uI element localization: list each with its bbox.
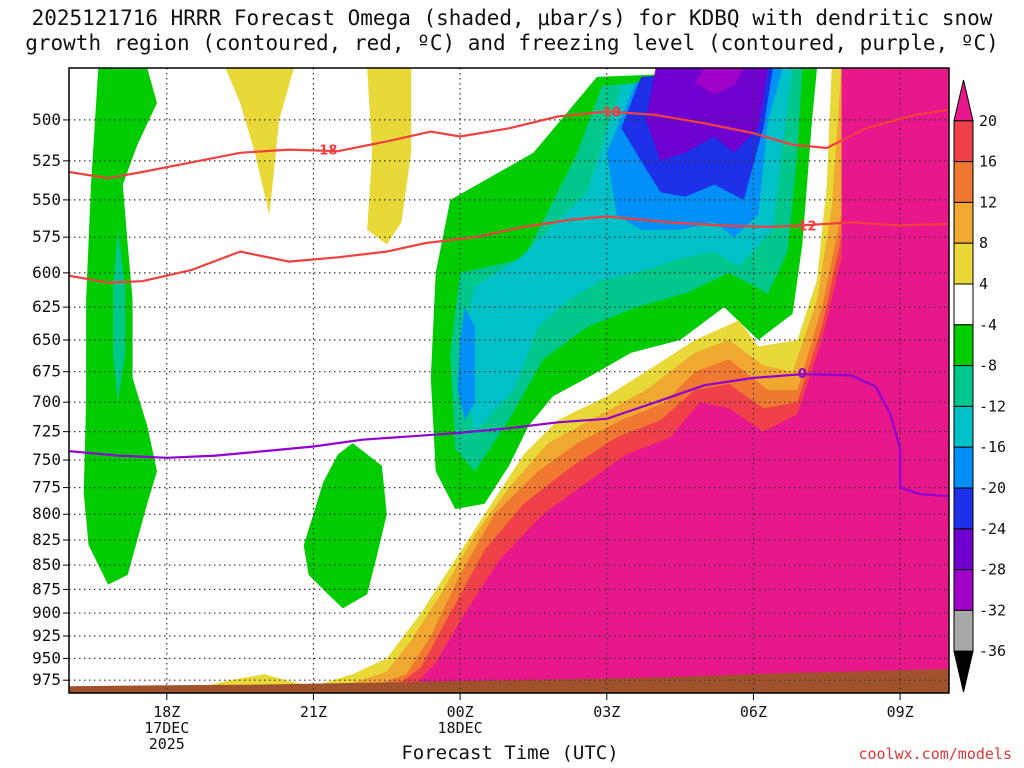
colorbar-bin-purple [953, 528, 974, 571]
contour-label: -18 [314, 144, 338, 159]
colorbar-bin-seagreen [953, 365, 974, 407]
colorbar-bin-violet [953, 569, 974, 611]
colorbar-bin-black [953, 650, 974, 693]
colorbar-bin-lightblue [953, 446, 974, 489]
y-tick-label: 800 [32, 504, 61, 523]
temperature-contours [69, 108, 949, 498]
contour-dendritic-top [69, 108, 949, 180]
y-tick-label: 700 [32, 392, 61, 411]
y-tick-label: 525 [32, 151, 61, 170]
chart-title: 2025121716 HRRR Forecast Omega (shaded, … [0, 6, 1024, 56]
colorbar-bin-red [953, 120, 974, 163]
contour-labels: -18 -18 -12 0 [314, 105, 817, 381]
y-tick-label: 675 [32, 362, 61, 381]
region-warm-pink [411, 258, 842, 693]
colorbar-label: -4 [979, 316, 997, 334]
x-tick-label: 17DEC [144, 719, 189, 737]
colorbar-bin-lightorange [953, 201, 974, 244]
y-tick-label: 925 [32, 626, 61, 645]
y-tick-label: 950 [32, 648, 61, 667]
colorbar-label: -28 [979, 561, 1006, 579]
colorbar-label: -12 [979, 397, 1006, 415]
title-line-2: growth region (contoured, red, ºC) and f… [25, 31, 999, 55]
contour-label: -18 [597, 105, 621, 120]
region-mid-green-blob [303, 443, 387, 609]
colorbar-bin-orange [953, 161, 974, 203]
colorbar-label: -20 [979, 479, 1006, 497]
y-tick-label: 875 [32, 579, 61, 598]
colorbar-label: -8 [979, 357, 997, 375]
y-tick-label: 725 [32, 422, 61, 441]
y-axis: 500 525 550 575 600 625 650 675 700 725 750 775 800 8… [32, 110, 69, 689]
title-line-1: 2025121716 HRRR Forecast Omega (shaded, … [31, 6, 993, 30]
colorbar-label: -24 [979, 520, 1006, 538]
colorbar-label: 8 [979, 234, 988, 252]
x-tick-label: 21Z [300, 703, 327, 721]
colorbar-label: 4 [979, 275, 988, 293]
y-tick-label: 975 [32, 670, 61, 689]
region-purple-core [645, 68, 769, 161]
contour-freezing-level [69, 373, 949, 498]
y-tick-label: 775 [32, 478, 61, 497]
region-left-seagreen-small [113, 229, 126, 403]
y-tick-label: 900 [32, 603, 61, 622]
y-tick-label: 550 [32, 190, 61, 209]
contour-dendritic-bottom [69, 215, 949, 284]
colorbar-label: 20 [979, 112, 997, 130]
y-tick-label: 600 [32, 263, 61, 282]
colorbar-bin-green [953, 324, 974, 367]
credit-link[interactable]: coolwx.com/models [858, 745, 1012, 763]
x-axis-title: Forecast Time (UTC) [401, 742, 619, 764]
x-tick-label: 18DEC [438, 719, 483, 737]
x-tick-label: 00Z [447, 703, 474, 721]
colorbar-label: 16 [979, 153, 997, 171]
colorbar-label: -16 [979, 438, 1006, 456]
contour-label: 0 [798, 367, 807, 382]
contour-label: -12 [793, 219, 817, 234]
region-small-lightblue [457, 307, 475, 420]
colorbar-label: 12 [979, 193, 997, 211]
colorbar-bin-gray [953, 609, 974, 652]
y-tick-label: 750 [32, 450, 61, 469]
colorbar: 20 16 12 8 4 -4 -8 -12 -16 -20 -24 -28 -32 -36 [953, 79, 1006, 693]
region-violet-core [694, 68, 744, 95]
y-tick-label: 575 [32, 227, 61, 246]
region-ground [69, 668, 949, 693]
colorbar-bin-teal [953, 405, 974, 448]
y-tick-label: 650 [32, 330, 61, 349]
x-tick-label: 03Z [593, 703, 620, 721]
y-tick-label: 625 [32, 297, 61, 316]
x-tick-label: 18Z [153, 703, 180, 721]
y-tick-label: 850 [32, 555, 61, 574]
colorbar-bin-white [953, 283, 974, 326]
colorbar-bin-pink [953, 79, 974, 122]
colorbar-label: -36 [979, 642, 1006, 660]
y-tick-label: 500 [32, 110, 61, 129]
y-tick-label: 825 [32, 530, 61, 549]
x-tick-label: 09Z [887, 703, 914, 721]
plot-frame [68, 67, 950, 694]
grid-lines [69, 68, 949, 693]
colorbar-bin-yellow [953, 242, 974, 285]
region-mid-yellow-top1 [225, 68, 294, 215]
x-tick-label: 2025 [149, 735, 185, 753]
colorbar-bin-blue [953, 487, 974, 530]
x-tick-label: 06Z [740, 703, 767, 721]
colorbar-label: -32 [979, 601, 1006, 619]
